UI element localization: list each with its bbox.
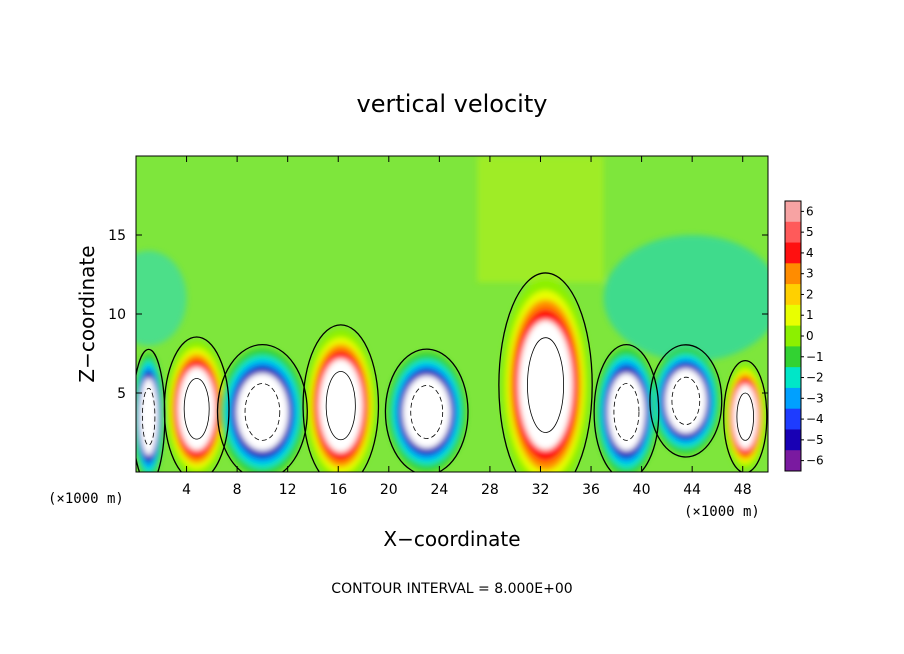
downdraft-cell xyxy=(136,352,164,472)
colorbar-segment xyxy=(785,408,801,430)
x-tick-label: 24 xyxy=(430,482,448,498)
zero-contour xyxy=(498,272,593,472)
x-axis: 4 8 12 16 20 24 28 32 36 40 44 48 xyxy=(182,156,752,498)
colorbar-label: −3 xyxy=(806,391,824,405)
updraft-cell xyxy=(501,278,590,472)
updraft-cell xyxy=(304,328,377,472)
colorbar-segment xyxy=(785,387,801,410)
downdraft-cell xyxy=(219,347,306,472)
colorbar-label: −6 xyxy=(806,454,824,468)
upper-updraft-tint xyxy=(477,156,604,283)
colorbar-segment xyxy=(785,263,801,285)
updraft-cell xyxy=(724,363,766,471)
x-tick-label: 44 xyxy=(683,482,701,498)
y-tick-label: 10 xyxy=(108,307,126,323)
inner-contour xyxy=(671,376,701,425)
field-band xyxy=(319,358,363,453)
inner-contour xyxy=(244,383,281,441)
colorbar-label: 4 xyxy=(806,246,814,260)
downdraft-cell xyxy=(595,347,658,472)
zero-contour xyxy=(216,344,308,472)
zero-contour xyxy=(163,336,230,472)
x-tick-label: 40 xyxy=(633,482,651,498)
colorbar-segment xyxy=(785,304,801,327)
inner-contour xyxy=(325,371,356,441)
colorbar-segment xyxy=(785,450,801,472)
colorbar-label: 1 xyxy=(806,308,814,322)
x-tick-label: 32 xyxy=(532,482,550,498)
field-band xyxy=(607,373,646,451)
zero-contour xyxy=(649,344,723,458)
contour-interval-note: CONTOUR INTERVAL = 8.000E+00 xyxy=(331,581,572,597)
colorbar-label: −2 xyxy=(806,371,824,385)
field-band xyxy=(665,368,707,434)
colorbar-label: 5 xyxy=(806,225,814,239)
colorbar-segment xyxy=(785,367,801,389)
field-band xyxy=(178,367,216,451)
inner-contour xyxy=(141,387,156,446)
field-band xyxy=(518,320,573,450)
y-tick-label: 5 xyxy=(117,386,126,402)
zero-contour xyxy=(302,324,380,472)
colorbar-label: 3 xyxy=(806,267,814,281)
field-band xyxy=(402,375,451,449)
chart-title: vertical velocity xyxy=(357,90,548,118)
downdraft-cell xyxy=(651,347,720,455)
contour-lines xyxy=(136,272,768,472)
x-tick-label: 8 xyxy=(233,482,242,498)
x-tick-label: 36 xyxy=(582,482,600,498)
x-tick-label: 12 xyxy=(279,482,297,498)
x-tick-label: 4 xyxy=(182,482,191,498)
plot-area xyxy=(136,156,768,472)
colorbar-label: −5 xyxy=(806,433,824,447)
downdraft-tint xyxy=(603,235,768,362)
velocity-field xyxy=(136,156,768,472)
downdraft-cell xyxy=(387,352,466,472)
colorbar-segment xyxy=(785,325,801,347)
colorbar-label: −1 xyxy=(806,350,824,364)
zero-contour xyxy=(723,359,768,472)
x-unit-label-left: (×1000 m) xyxy=(48,491,124,507)
inner-contour xyxy=(410,385,444,439)
colorbar-segment xyxy=(785,201,801,223)
colorbar-segment xyxy=(785,221,801,244)
colorbar-label: 2 xyxy=(806,287,814,301)
x-axis-title: X−coordinate xyxy=(383,527,520,551)
colorbar-segment xyxy=(785,346,801,368)
y-axis-title: Z−coordinate xyxy=(75,245,99,382)
x-unit-label-right: (×1000 m) xyxy=(684,504,760,520)
x-tick-label: 20 xyxy=(380,482,398,498)
colorbar-segment xyxy=(785,284,801,306)
x-tick-label: 16 xyxy=(329,482,347,498)
inner-contour xyxy=(527,337,565,433)
field-band xyxy=(236,373,289,451)
inner-contour xyxy=(736,392,754,441)
inner-contour xyxy=(183,378,210,440)
inner-contour xyxy=(613,383,640,441)
colorbar-segment xyxy=(785,242,801,264)
x-tick-label: 28 xyxy=(481,482,499,498)
zero-contour xyxy=(384,348,469,472)
y-axis: 5 10 15 xyxy=(108,228,768,402)
updraft-cell xyxy=(165,340,228,472)
zero-contour xyxy=(593,344,660,472)
colorbar-label: 0 xyxy=(806,329,814,343)
colorbar-segment xyxy=(785,429,801,451)
x-tick-label: 48 xyxy=(734,482,752,498)
colorbar-label: 6 xyxy=(806,204,814,218)
colorbar-label: −4 xyxy=(806,412,824,426)
colorbar: 6 5 4 3 2 1 0 −1 −2 −3 −4 −5 −6 xyxy=(784,200,824,472)
downdraft-tint xyxy=(136,250,187,346)
y-tick-label: 15 xyxy=(108,228,126,244)
